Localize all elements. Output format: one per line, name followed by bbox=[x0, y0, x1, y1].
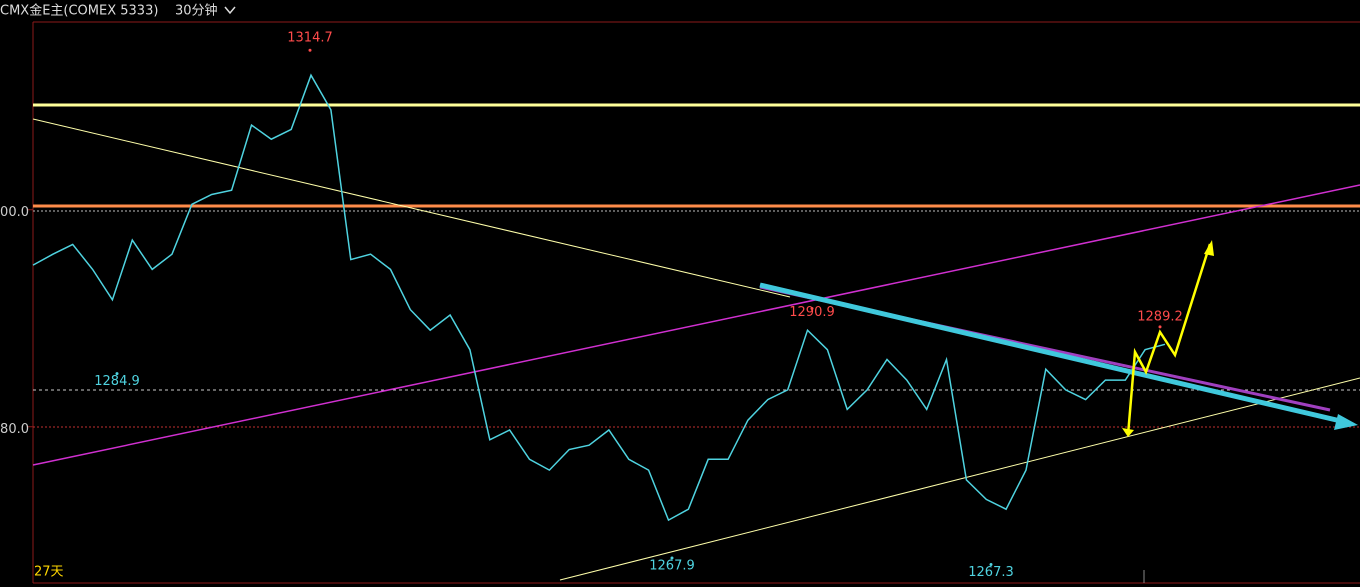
dropdown-icon[interactable] bbox=[224, 6, 236, 15]
annotation-label: 1267.9 bbox=[649, 559, 695, 574]
extreme-marker bbox=[810, 306, 814, 310]
trend-line bbox=[559, 377, 1360, 581]
arrow-head bbox=[1122, 428, 1134, 437]
extreme-marker bbox=[308, 48, 312, 52]
trend-arrow bbox=[759, 282, 1346, 425]
arrow-head bbox=[1204, 240, 1214, 256]
trend-line bbox=[32, 118, 791, 298]
period-selector[interactable]: 30分钟 bbox=[175, 3, 218, 19]
annotation-label: 1290.9 bbox=[789, 305, 835, 320]
y-tick-label: 1300.0 bbox=[0, 205, 29, 220]
extreme-marker bbox=[989, 563, 993, 567]
y-tick-label: 1280.0 bbox=[0, 422, 29, 437]
annotation-label: 1289.2 bbox=[1137, 309, 1183, 324]
extreme-marker bbox=[115, 372, 119, 376]
arrow-head bbox=[1334, 414, 1358, 430]
annotation-label: 1314.7 bbox=[287, 31, 333, 46]
annotation-label: 1267.3 bbox=[968, 565, 1014, 580]
extreme-marker bbox=[670, 556, 674, 560]
footer-label: 27天 bbox=[34, 565, 64, 580]
price-line bbox=[32, 73, 1166, 522]
chart-title: CMX金E主(COMEX 5333) bbox=[0, 3, 158, 19]
annotation-label: 1284.9 bbox=[94, 374, 140, 389]
forecast-arrow bbox=[1126, 243, 1212, 436]
trend-line bbox=[32, 184, 1360, 466]
price-plot bbox=[32, 73, 1166, 522]
extreme-marker bbox=[1158, 325, 1162, 329]
